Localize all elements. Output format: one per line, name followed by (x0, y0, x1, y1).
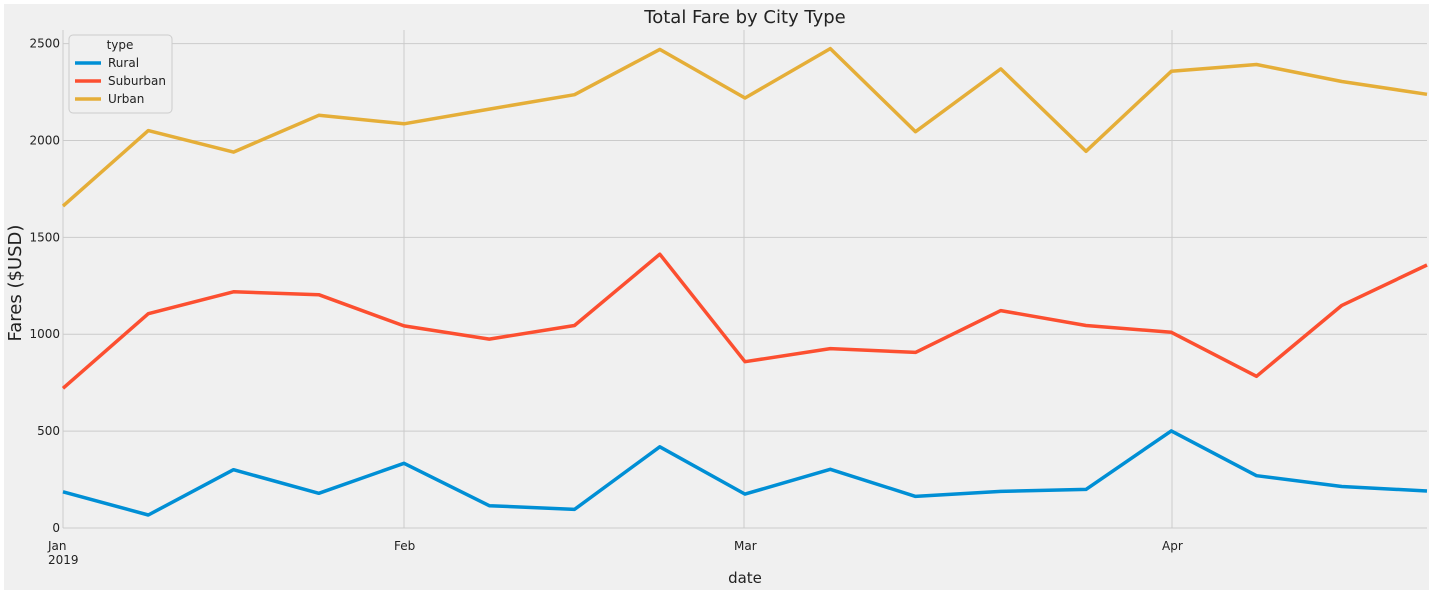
x-tick-label: Apr (1162, 539, 1183, 553)
y-tick-label: 1500 (29, 230, 60, 244)
series-line-urban (61, 46, 1428, 208)
legend-title: type (107, 38, 134, 52)
x-tick-label: Feb (394, 539, 415, 553)
series-line-rural (62, 429, 1428, 517)
x-axis-label: date (728, 569, 762, 587)
legend-label-rural: Rural (108, 56, 139, 70)
legend-label-urban: Urban (108, 92, 144, 106)
y-axis-label: Fares ($USD) (5, 225, 26, 342)
x-tick-label: Mar (734, 539, 757, 553)
series-lines (61, 46, 1428, 517)
figure-panel (4, 4, 1429, 590)
y-tick-label: 1000 (29, 327, 60, 341)
y-tick-label: 2000 (29, 133, 60, 147)
grid (62, 30, 1427, 529)
y-tick-label: 2500 (29, 37, 60, 51)
x-tick-label: Jan (47, 539, 67, 553)
legend-box (68, 34, 173, 114)
x-tick-sublabel: 2019 (48, 553, 79, 567)
legend: type Rural Suburban Urban (68, 34, 173, 114)
legend-label-suburban: Suburban (108, 74, 166, 88)
y-tick-label: 500 (37, 424, 60, 438)
chart-title: Total Fare by City Type (643, 7, 845, 28)
series-line-suburban (61, 252, 1428, 390)
y-tick-label: 0 (52, 521, 60, 535)
